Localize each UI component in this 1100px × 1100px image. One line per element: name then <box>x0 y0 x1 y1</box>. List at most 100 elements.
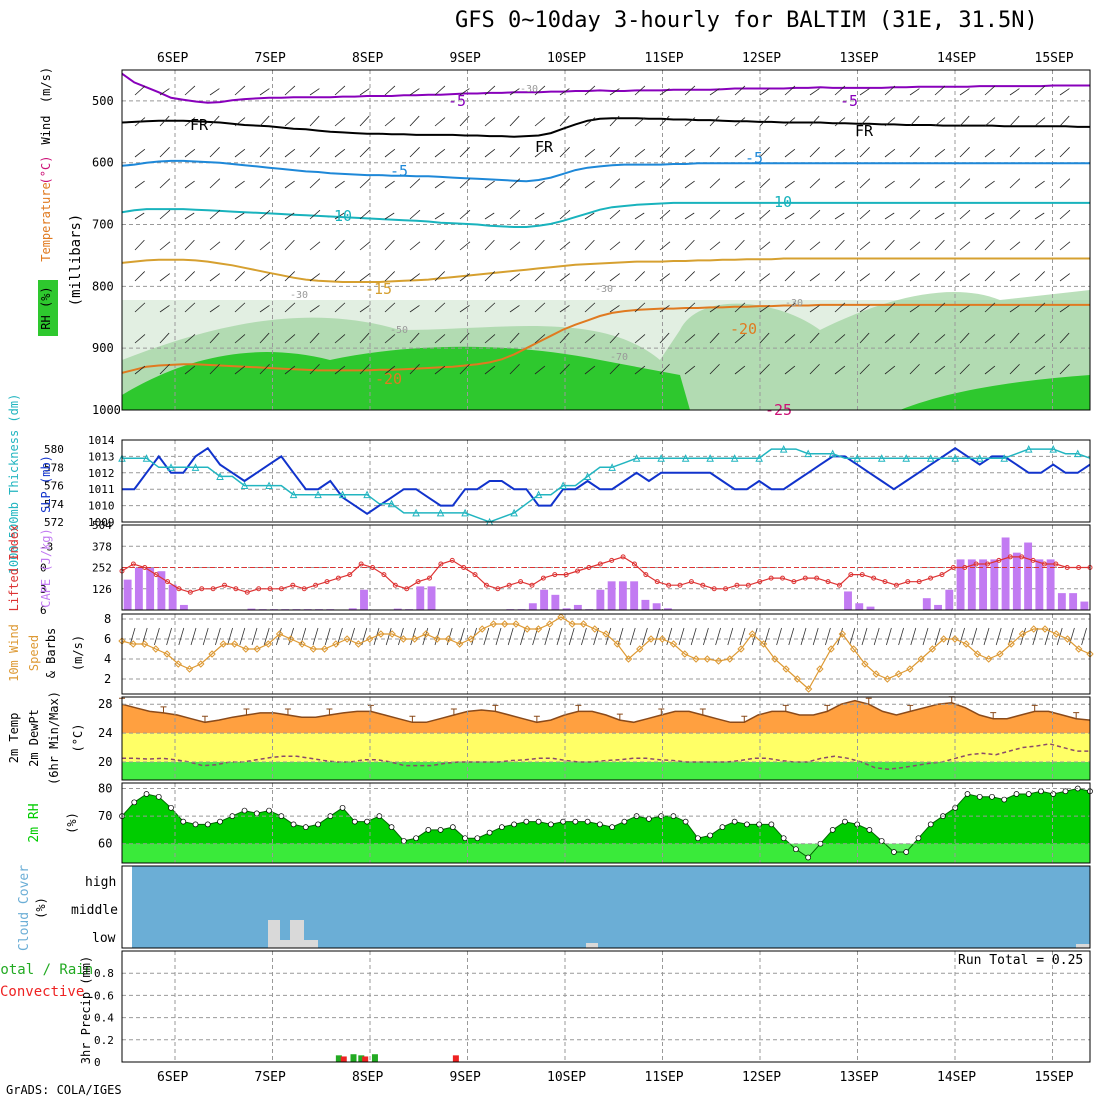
li-marker <box>529 582 535 588</box>
li-marker <box>461 565 467 570</box>
cape-bar <box>1046 559 1055 610</box>
rh2m-marker <box>1001 796 1008 803</box>
wind10-barb <box>1032 627 1039 646</box>
wind-barb <box>359 305 370 313</box>
wind-barb <box>909 115 920 127</box>
li-marker <box>962 565 968 570</box>
li-marker <box>153 572 159 578</box>
rh2m-marker <box>584 818 591 825</box>
wind-barb <box>859 88 870 96</box>
temp-minmax-bar <box>699 708 706 716</box>
wind10-barb <box>1081 627 1087 646</box>
wind10-marker <box>309 645 318 653</box>
wind-barb <box>984 365 996 375</box>
li-marker <box>905 579 911 585</box>
rh2m-marker <box>315 821 321 828</box>
wind-barb <box>459 241 471 251</box>
wind-barb <box>559 115 570 127</box>
wind-barb <box>734 117 746 127</box>
wind-barb <box>959 363 970 375</box>
wind-barb <box>609 305 620 313</box>
li-marker <box>780 575 786 581</box>
temp-minmax-bar <box>948 696 955 703</box>
temp-minmax-bar <box>160 706 167 713</box>
li-marker <box>404 586 410 592</box>
li-marker <box>483 582 489 588</box>
wind-barb <box>684 117 696 127</box>
wind-barb <box>709 209 721 220</box>
wind10-marker <box>714 657 723 665</box>
wind10-barb <box>629 627 636 646</box>
li-marker <box>233 586 239 592</box>
isotherm--10 <box>121 201 1090 228</box>
wind-barb <box>759 332 770 344</box>
wind-barb <box>484 365 496 375</box>
isotherm-label: -20 <box>730 320 757 338</box>
y-tick-rh2m: 60 <box>98 837 112 851</box>
panel-frame-cape <box>121 524 1091 611</box>
isotherm-label: -15 <box>365 280 392 298</box>
wind-barb <box>384 180 395 189</box>
wind-barb <box>809 147 820 158</box>
y-tick-precip: 0 <box>94 1056 101 1069</box>
wind-barb <box>184 148 196 158</box>
wind10-marker <box>793 675 802 683</box>
wind-barb <box>609 363 620 375</box>
li-marker <box>939 572 945 578</box>
wind-barb <box>159 147 170 158</box>
wind-barb <box>1009 332 1020 344</box>
wind-barb <box>559 273 571 282</box>
cloud-low-block <box>290 920 304 948</box>
wind10-barb <box>934 627 941 646</box>
cape-bar <box>157 571 166 610</box>
y-tick-slp: 1011 <box>88 483 115 496</box>
wind10-marker <box>343 635 351 643</box>
wind10-barb <box>507 627 514 646</box>
wind-barb <box>1059 209 1071 220</box>
wind-barb <box>984 302 996 313</box>
y-tick-slp: 1012 <box>88 467 115 480</box>
temp-minmax-bar <box>741 715 748 723</box>
wind-barb <box>184 239 195 251</box>
date-label-top: 11SEP <box>645 51 684 66</box>
ylabel-temp-unit: (°C) <box>71 724 85 753</box>
ylabel-temp2m: 2m Temp <box>7 713 21 764</box>
wind-barb <box>509 209 521 220</box>
thickness-marker <box>1049 444 1058 453</box>
rh2m-marker <box>192 821 199 828</box>
precip-bar <box>362 1056 369 1062</box>
wind-barb <box>359 273 371 282</box>
li-marker <box>358 561 364 567</box>
wind-barb <box>484 148 496 158</box>
rh2m-marker <box>143 791 150 797</box>
wind-barb <box>234 334 246 344</box>
isotherm-label: -20 <box>375 370 402 388</box>
isotherm-label: -5 <box>390 162 408 180</box>
wind10-barb <box>398 627 404 646</box>
wind-barb <box>984 212 995 220</box>
wind10-marker <box>1030 625 1038 633</box>
wind-barb <box>834 148 846 158</box>
wind-barb <box>259 305 270 313</box>
rh2m-marker <box>217 818 223 825</box>
cape-bar <box>427 586 436 610</box>
y-tick-wind10: 8 <box>104 612 111 626</box>
y-tick-thickness: 578 <box>44 461 64 474</box>
isotherm-label: -30 <box>520 84 538 95</box>
li-marker <box>1007 554 1013 560</box>
isotherm-label: -30 <box>785 298 803 309</box>
wind-barb <box>159 241 171 251</box>
wind-barb <box>834 212 845 220</box>
thickness-marker <box>1000 454 1009 462</box>
wind10-marker <box>636 645 644 653</box>
cape-bar <box>168 584 177 610</box>
date-label-bottom: 8SEP <box>352 1070 383 1085</box>
wind10-barb <box>703 627 709 646</box>
thickness-marker <box>436 508 445 517</box>
wind-barb <box>634 365 646 375</box>
li-marker <box>301 586 307 592</box>
wind10-marker <box>1018 630 1027 638</box>
cape-bar <box>360 589 368 610</box>
li-marker <box>734 582 740 588</box>
rh2m-marker <box>364 818 370 825</box>
